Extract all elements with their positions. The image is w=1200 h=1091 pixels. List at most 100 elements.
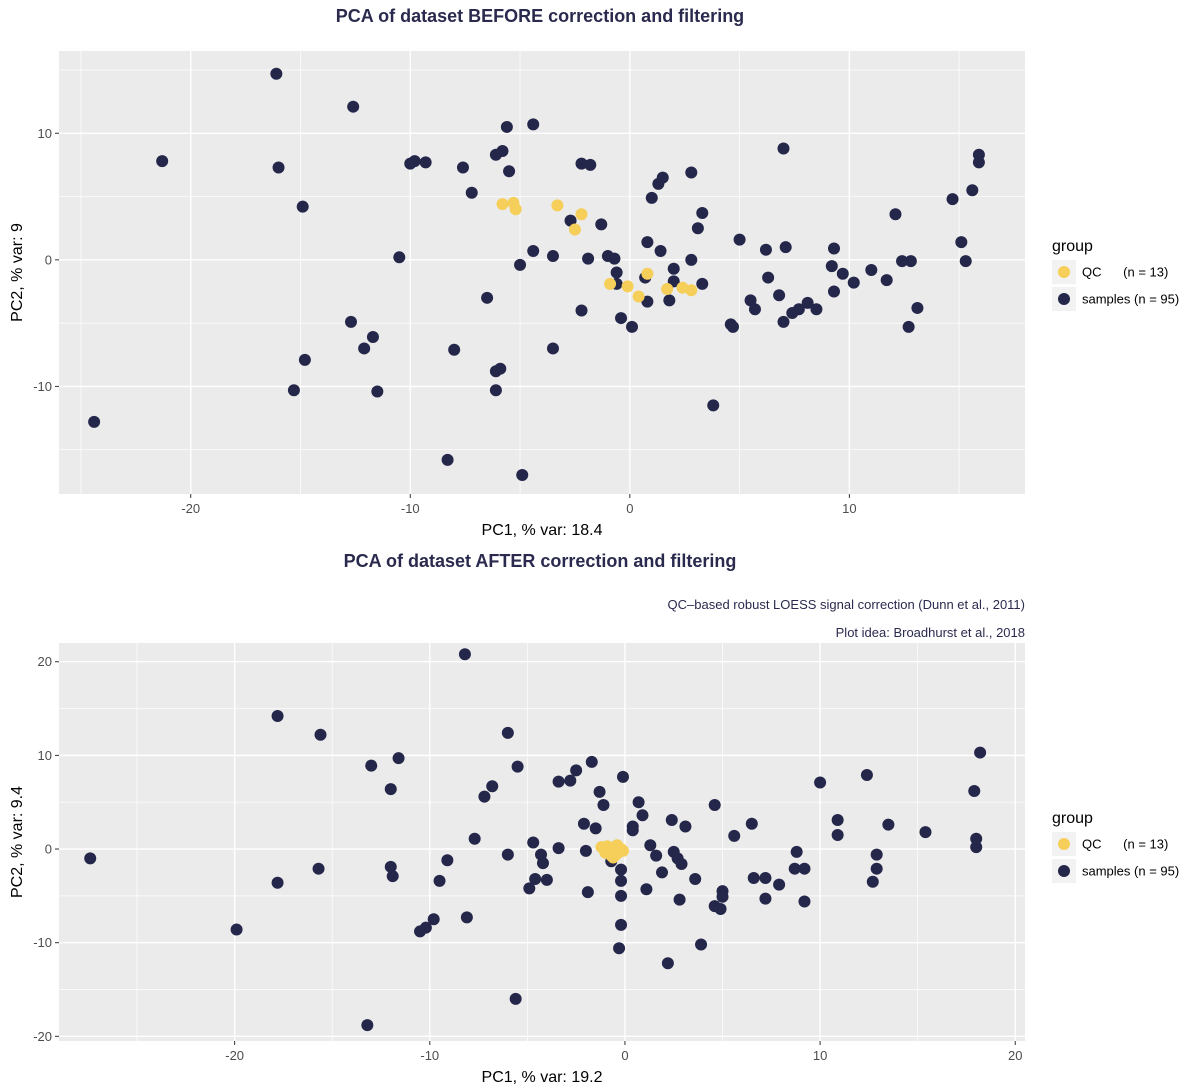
sample-point (748, 303, 761, 316)
sample-point (494, 362, 507, 375)
sample-point (271, 710, 284, 723)
qc-point (621, 280, 634, 293)
sample-point (509, 992, 522, 1005)
sample-point (366, 331, 379, 344)
sample-point (665, 813, 678, 826)
legend-label-samples: samples (n = 95) (1082, 864, 1179, 879)
y-tick-label: 10 (38, 126, 52, 141)
sample-point (896, 255, 909, 268)
sample-point (575, 157, 588, 170)
sample-point (696, 207, 709, 220)
sample-point (270, 67, 283, 80)
sample-point (500, 120, 513, 133)
sample-point (615, 312, 628, 325)
sample-point (595, 218, 608, 231)
sample-point (788, 862, 801, 875)
sample-point (516, 469, 529, 482)
sample-point (972, 156, 985, 169)
sample-point (501, 848, 514, 861)
sample-point (408, 155, 421, 168)
sample-point (695, 938, 708, 951)
chart-subtitle: QC–based robust LOESS signal correction … (668, 597, 1025, 612)
sample-point (831, 813, 844, 826)
chart-title: PCA of dataset BEFORE correction and fil… (336, 6, 744, 26)
sample-point (570, 764, 583, 777)
sample-point (716, 890, 729, 903)
sample-point (577, 817, 590, 830)
legend-title: group (1052, 810, 1093, 827)
sample-point (656, 866, 669, 879)
sample-point (230, 923, 243, 936)
sample-point (581, 886, 594, 899)
sample-point (575, 304, 588, 317)
y-axis-title: PC2, % var: 9.4 (9, 786, 26, 898)
sample-point (636, 809, 649, 822)
plot-panel (59, 51, 1025, 494)
sample-point (419, 921, 432, 934)
sample-point (441, 453, 454, 466)
qc-point (661, 282, 674, 295)
sample-point (546, 250, 559, 263)
pca-after-plot: PCA of dataset AFTER correction and filt… (9, 551, 1179, 1086)
sample-point (632, 796, 645, 809)
sample-point (970, 832, 983, 845)
sample-point (546, 342, 559, 355)
sample-point (527, 244, 540, 257)
sample-point (911, 301, 924, 314)
qc-point (509, 203, 522, 216)
sample-point (691, 222, 704, 235)
sample-point (540, 873, 553, 886)
sample-point (552, 842, 565, 855)
x-tick-label: -10 (420, 1048, 439, 1063)
sample-point (361, 1019, 374, 1032)
sample-point (601, 250, 614, 263)
sample-point (827, 285, 840, 298)
sample-point (798, 862, 811, 875)
sample-point (773, 878, 786, 891)
x-tick-label: -10 (401, 501, 420, 516)
sample-point (615, 863, 628, 876)
sample-point (904, 255, 917, 268)
x-tick-label: -20 (225, 1048, 244, 1063)
sample-point (613, 942, 626, 955)
sample-point (365, 759, 378, 772)
series-qc (496, 196, 698, 303)
y-tick-label: -10 (33, 935, 52, 950)
x-axis-title: PC1, % var: 18.4 (482, 522, 603, 539)
sample-point (654, 244, 667, 257)
sample-point (696, 277, 709, 290)
legend-label-samples: samples (n = 95) (1082, 292, 1179, 307)
pca-before-plot: PCA of dataset BEFORE correction and fil… (9, 6, 1179, 539)
qc-point (496, 198, 509, 211)
sample-point (685, 253, 698, 266)
sample-point (777, 142, 790, 155)
sample-point (448, 343, 461, 356)
sample-point (801, 296, 814, 309)
sample-point (312, 862, 325, 875)
sample-point (511, 760, 524, 773)
y-axis-title: PC2, % var: 9 (9, 223, 26, 322)
sample-point (745, 817, 758, 830)
sample-point (773, 289, 786, 302)
sample-point (880, 274, 893, 287)
sample-point (564, 214, 577, 227)
sample-point (759, 243, 772, 256)
x-axis-title: PC1, % var: 19.2 (482, 1069, 603, 1086)
sample-point (641, 295, 654, 308)
sample-point (344, 315, 357, 328)
legend-swatch-qc (1058, 838, 1070, 850)
legend: group QC (n = 13) samples (n = 95) (1052, 238, 1179, 311)
sample-point (384, 783, 397, 796)
qc-point (616, 844, 629, 857)
sample-point (582, 252, 595, 265)
sample-point (298, 353, 311, 366)
sample-point (860, 769, 873, 782)
sample-point (536, 857, 549, 870)
sample-point (955, 236, 968, 249)
chart-subtitle: Plot idea: Broadhurst et al., 2018 (836, 625, 1025, 640)
x-tick-label: 0 (621, 1048, 628, 1063)
y-tick-label: -10 (33, 379, 52, 394)
plot-panel (59, 643, 1025, 1041)
sample-point (287, 384, 300, 397)
